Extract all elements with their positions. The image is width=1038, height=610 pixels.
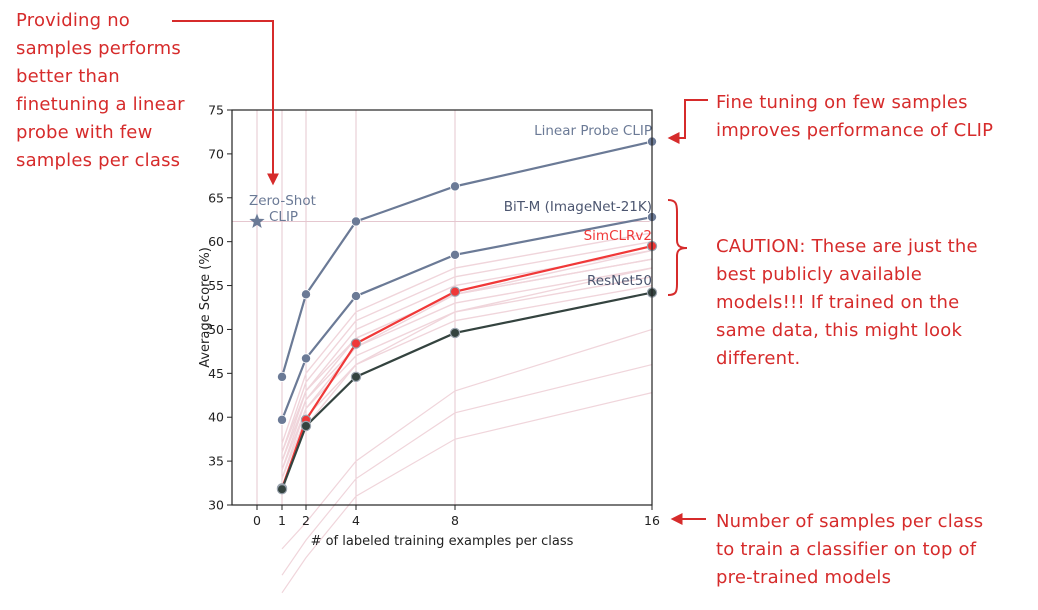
data-point-linear-probe-clip <box>449 181 460 192</box>
data-point-linear-probe-clip <box>350 216 361 227</box>
zero-shot-label-line-1: Zero-Shot <box>249 193 316 209</box>
faint-line-6 <box>281 267 653 462</box>
xaxis-note: Number of samples per class to train a cl… <box>716 508 983 592</box>
caution-note: CAUTION: These are just the best publicly… <box>716 233 978 373</box>
finetune_note-line: improves performance of CLIP <box>716 120 994 141</box>
xaxis_note-line: pre-trained models <box>716 567 892 588</box>
zero_shot_note-line: samples performs <box>16 38 181 59</box>
data-point-bit-m <box>276 414 287 425</box>
zero-shot-star-icon <box>249 213 265 228</box>
x-tick-label-0: 0 <box>253 513 261 528</box>
zero_shot_note-line: finetuning a linear <box>16 94 185 115</box>
series-labels: Linear Probe CLIP BiT-M (ImageNet-21K) Sim… <box>249 123 652 289</box>
caution-bracket <box>667 199 688 296</box>
plot-border <box>231 109 653 506</box>
series-points <box>276 136 658 495</box>
faint-low-line-0 <box>281 363 653 576</box>
series-label-simclrv2: SimCLRv2 <box>584 228 652 244</box>
data-point-simclrv2 <box>350 338 362 349</box>
y-tick-label-30: 30 <box>208 498 224 513</box>
x-tick-label-16: 16 <box>644 513 660 528</box>
data-point-bit-m <box>350 291 361 302</box>
grid-lines <box>256 110 653 505</box>
faint-line-8 <box>281 258 653 453</box>
y-tick-label-60: 60 <box>208 234 224 249</box>
data-point-resnet50 <box>449 327 461 339</box>
finetune-note: Fine tuning on few samples improves perfo… <box>716 89 993 145</box>
x-tick-label-1: 1 <box>278 513 286 528</box>
caution_note-line: best publicly available <box>716 264 923 285</box>
zero-shot-label-line-2: CLIP <box>269 209 298 225</box>
faint-line-5 <box>281 232 653 444</box>
y-tick-label-65: 65 <box>208 190 224 205</box>
finetune-arrow <box>667 99 708 144</box>
caution_note-line: same data, this might look <box>716 320 963 341</box>
faint-line-3 <box>281 240 653 453</box>
annotation-arrows <box>172 20 708 525</box>
y-tick-label-55: 55 <box>208 278 224 293</box>
x-axis-title: # of labeled training examples per class <box>311 534 574 549</box>
data-point-resnet50 <box>276 484 288 495</box>
caution_note-line: models!!! If trained on the <box>716 292 960 313</box>
data-point-simclrv2 <box>449 286 461 297</box>
zero-shot-arrow <box>172 20 279 186</box>
y-tick-label-75: 75 <box>208 103 224 118</box>
faint-line-0 <box>281 276 653 479</box>
caution_note-line: CAUTION: These are just the <box>716 236 978 257</box>
xaxis_note-line: Number of samples per class <box>716 511 984 532</box>
caution_note-line: different. <box>716 348 801 369</box>
zero_shot_note-line: Providing no <box>16 10 131 31</box>
series-line-resnet50 <box>280 291 653 490</box>
faint-low-line-1 <box>281 392 653 594</box>
finetune_note-line: Fine tuning on few samples <box>716 92 968 113</box>
series-label-linear-probe-clip: Linear Probe CLIP <box>534 123 652 139</box>
faint-line-2 <box>281 249 653 462</box>
data-point-bit-m <box>300 353 311 364</box>
faint-low-line-2 <box>281 328 653 550</box>
series-label-bit-m: BiT-M (ImageNet-21K) <box>504 199 652 215</box>
x-tick-label-2: 2 <box>302 513 310 528</box>
y-tick-label-40: 40 <box>208 410 224 425</box>
axis-ticks: 0 1 2 4 8 16 30 35 40 45 50 55 60 65 70 75 # of labeled … <box>198 103 660 550</box>
data-point-resnet50 <box>300 420 312 432</box>
series-lines <box>280 140 653 490</box>
faint-line-1 <box>281 258 653 471</box>
zero-shot-note: Providing no samples performs better than f… <box>16 7 185 175</box>
y-tick-label-35: 35 <box>208 454 224 469</box>
x-tick-label-4: 4 <box>352 513 360 528</box>
y-tick-label-50: 50 <box>208 322 224 337</box>
y-axis-title: Average Score (%) <box>198 247 213 368</box>
xaxis_note-line: to train a classifier on top of <box>716 539 977 560</box>
data-point-bit-m <box>449 249 460 260</box>
plot-frame <box>231 109 653 506</box>
zero_shot_note-line: probe with few <box>16 122 153 143</box>
data-point-resnet50 <box>350 371 362 383</box>
faint-line-4 <box>281 284 653 479</box>
data-point-linear-probe-clip <box>276 371 287 382</box>
y-tick-label-70: 70 <box>208 146 224 161</box>
x-tick-label-8: 8 <box>451 513 459 528</box>
y-tick-label-45: 45 <box>208 366 224 381</box>
series-label-resnet50: ResNet50 <box>587 273 652 289</box>
zero_shot_note-line: better than <box>16 66 120 87</box>
zero_shot_note-line: samples per class <box>16 150 181 171</box>
data-point-linear-probe-clip <box>300 289 311 300</box>
